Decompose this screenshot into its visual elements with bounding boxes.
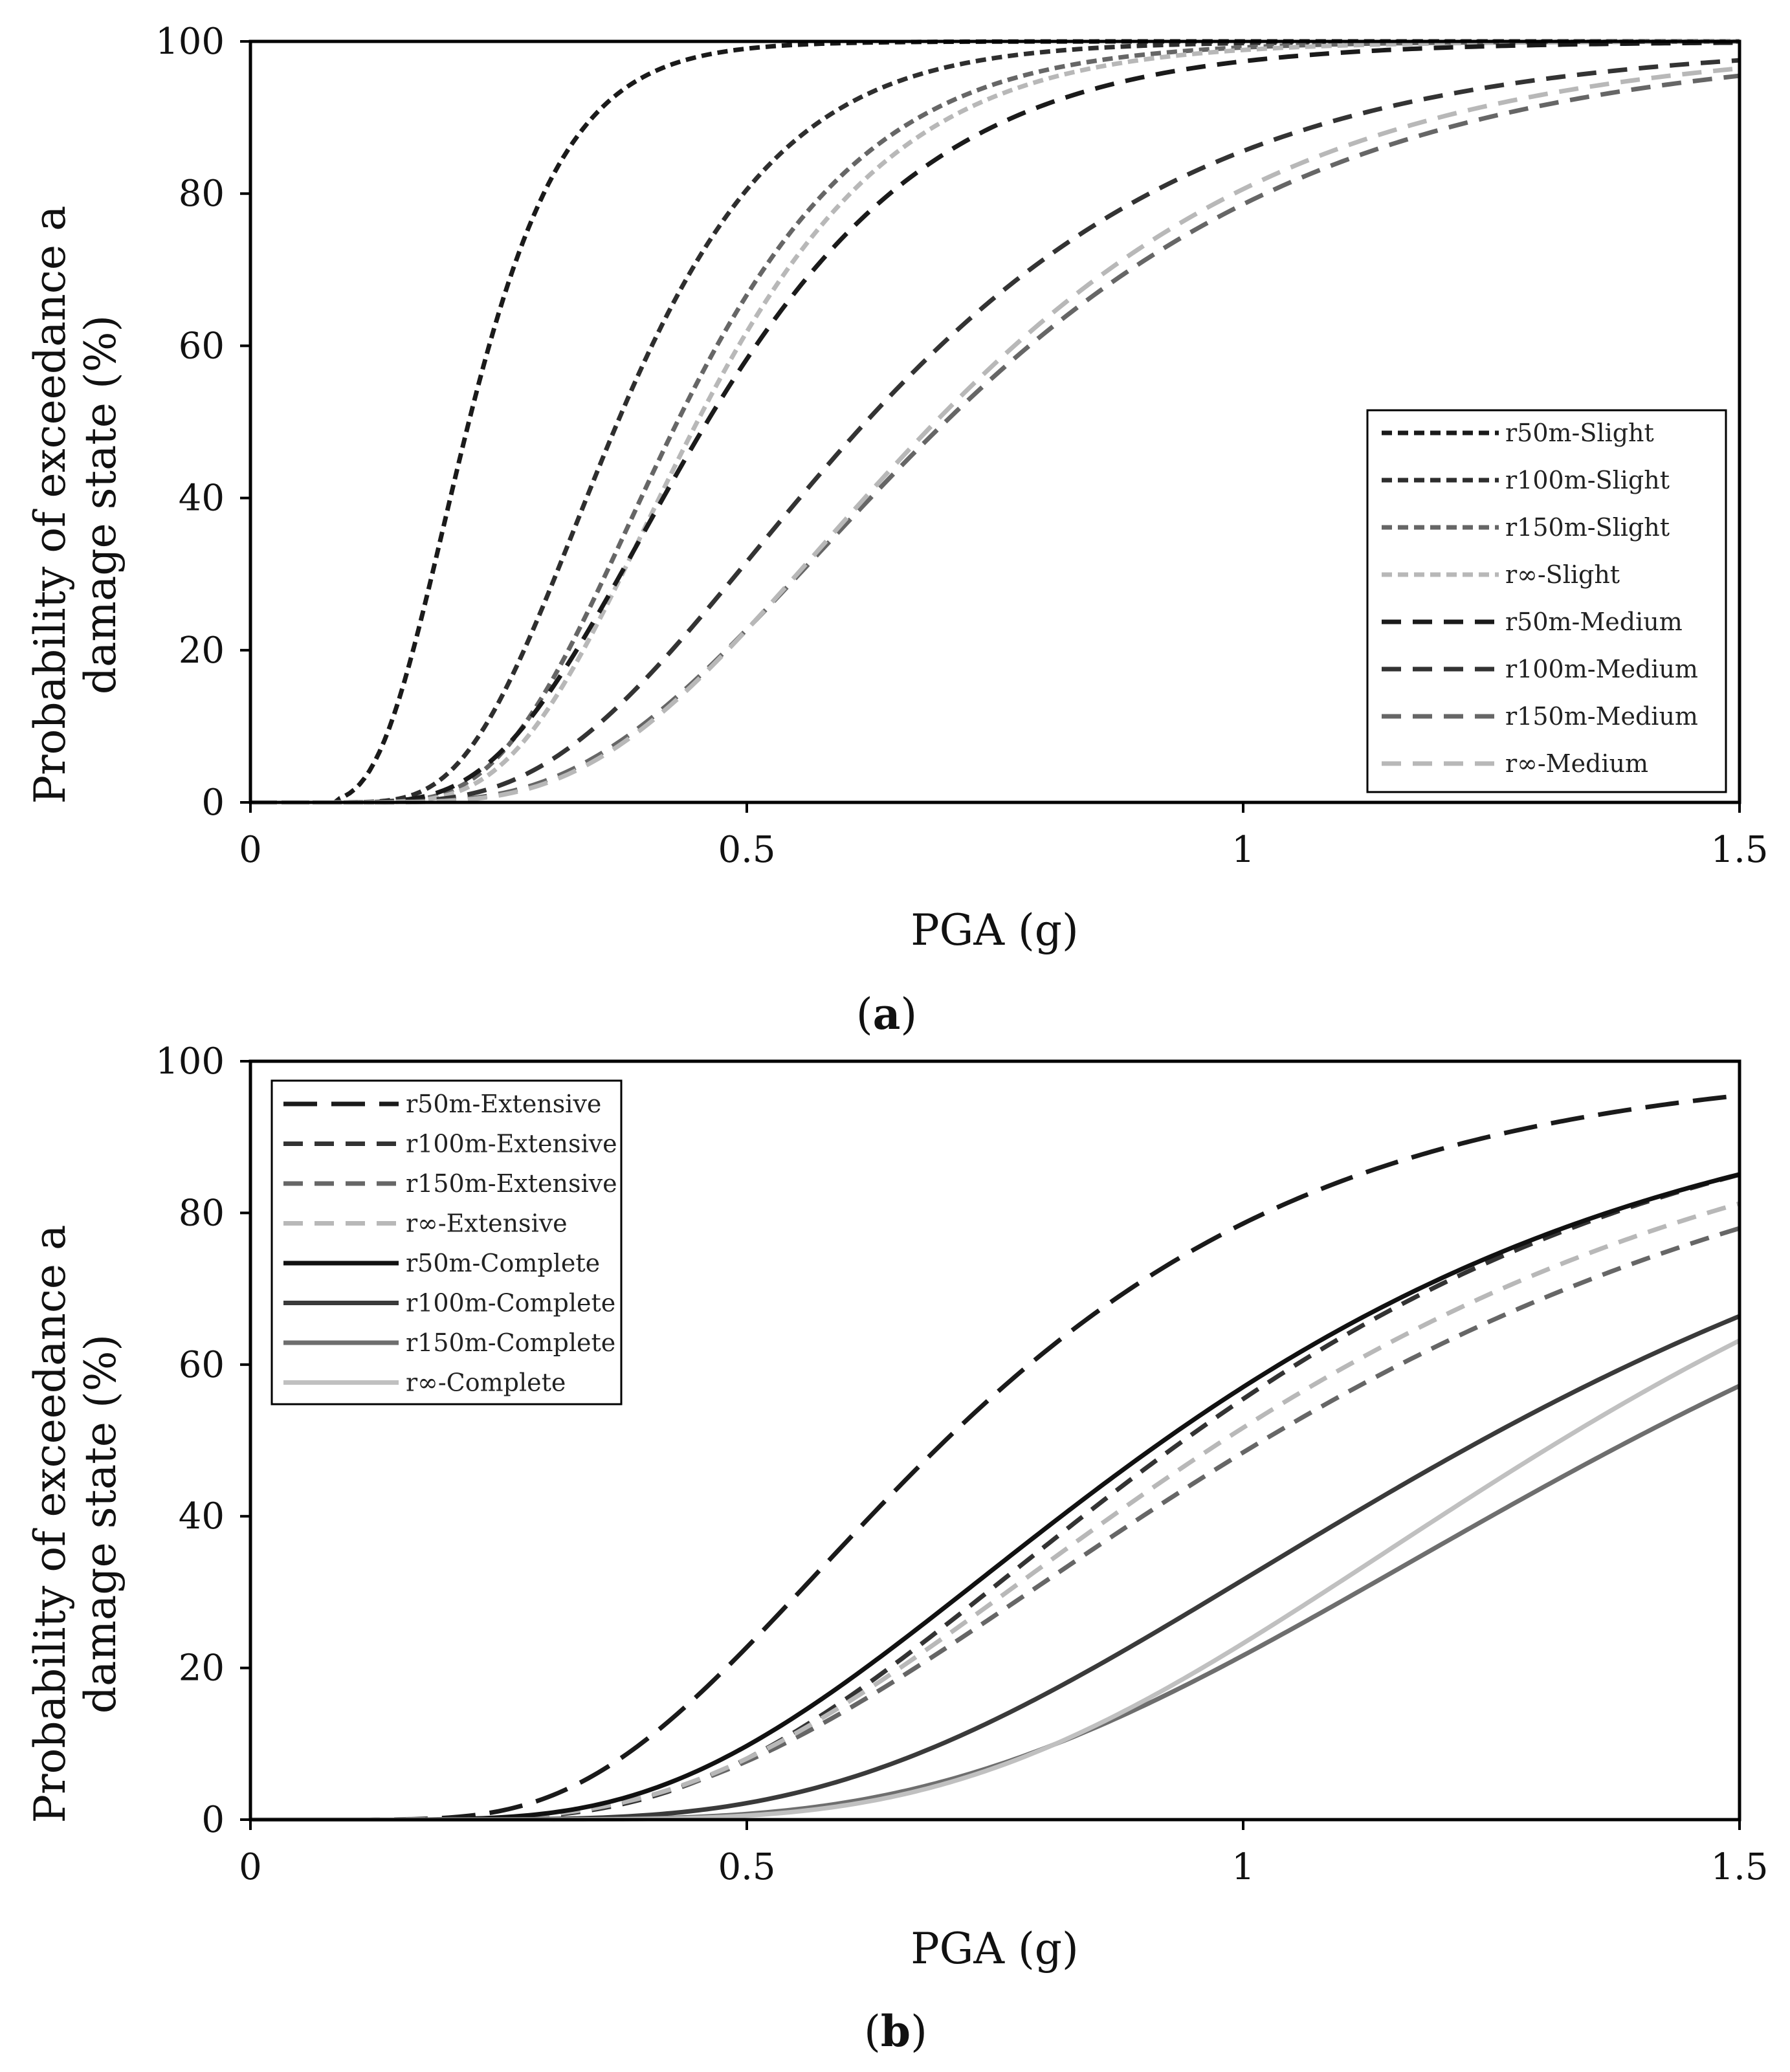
panel-a-legend: r50m-Slight r100m-Slight r150m-Slight r∞-Sl… — [1366, 409, 1727, 793]
panel-b-x-tick-label-0: 0 — [239, 1846, 262, 1888]
panel-a-plot-frame — [249, 39, 1741, 804]
panel-b-series-r∞-Extensive — [250, 1201, 1740, 1822]
panel-a-y-axis-title-line2: damage state (%) — [76, 315, 126, 694]
panel-a-series-r100m-Slight — [250, 39, 1740, 805]
panel-a-legend-label-r150m-Medium: r150m-Medium — [1505, 702, 1698, 731]
panel-b-label-letter: b — [881, 2006, 911, 2056]
panel-a-x-tick-label-0: 0 — [239, 829, 262, 871]
panel-a-x-ticks: 0 0.5 1 1.5 — [239, 802, 1769, 871]
panel-a-label-close: ) — [900, 989, 917, 1039]
panel-b-legend-label-r50m-Complete: r50m-Complete — [406, 1249, 600, 1277]
panel-b-series-r100m-Extensive — [250, 1172, 1740, 1822]
panel-a-legend-box — [1366, 409, 1727, 793]
panel-a-y-ticks: 0 20 40 60 80 100 — [155, 21, 250, 824]
panel-b-legend-box — [271, 1079, 623, 1405]
panel-a-y-tick-label-0: 0 — [201, 782, 225, 824]
panel-b-y-tick-label-40: 40 — [179, 1495, 225, 1537]
panel-a-label-letter: a — [873, 989, 901, 1039]
panel-a: 0 20 40 60 80 100 0 0.5 1 1.5 Probability of exc… — [25, 21, 1769, 1039]
panel-a-x-axis-title: PGA (g) — [911, 905, 1079, 955]
panel-b: 0 20 40 60 80 100 0 0.5 1 1.5 Probability of exc… — [25, 1041, 1769, 2056]
panel-b-legend-label-r∞-Complete: r∞-Complete — [406, 1369, 566, 1397]
panel-b-y-axis-title-line1: Probability of exceedance a — [25, 1225, 75, 1824]
panel-b-label-open: ( — [864, 2007, 881, 2056]
panel-a-series-r50m-Medium — [250, 40, 1740, 805]
panel-b-y-tick-label-100: 100 — [155, 1041, 225, 1083]
panel-a-label-open: ( — [856, 989, 873, 1039]
panel-a-x-tick-label-1.5: 1.5 — [1710, 829, 1768, 871]
panel-a-label: (a) — [856, 989, 917, 1039]
panel-a-legend-label-r100m-Slight: r100m-Slight — [1505, 466, 1670, 494]
panel-a-legend-label-r∞-Slight: r∞-Slight — [1505, 560, 1620, 589]
panel-b-y-tick-label-0: 0 — [201, 1799, 225, 1841]
panel-b-legend-label-r150m-Complete: r150m-Complete — [406, 1328, 615, 1357]
panel-a-y-tick-label-20: 20 — [179, 630, 225, 672]
panel-a-y-tick-label-80: 80 — [179, 173, 225, 215]
panel-a-legend-label-r100m-Medium: r100m-Medium — [1505, 655, 1698, 683]
panel-b-plot-frame — [249, 1059, 1741, 1822]
panel-b-legend-label-r100m-Complete: r100m-Complete — [406, 1289, 615, 1317]
panel-a-x-tick-label-0.5: 0.5 — [718, 829, 775, 871]
panel-a-legend-label-r50m-Slight: r50m-Slight — [1505, 419, 1654, 447]
panel-a-legend-label-r∞-Medium: r∞-Medium — [1505, 749, 1648, 778]
panel-b-label: (b) — [864, 2006, 927, 2056]
panel-b-y-tick-label-20: 20 — [179, 1648, 225, 1690]
panel-b-y-ticks: 0 20 40 60 80 100 — [155, 1041, 250, 1841]
panel-b-series-r50m-Extensive — [250, 1093, 1740, 1822]
panel-b-label-close: ) — [911, 2007, 927, 2056]
panel-b-legend-label-r100m-Extensive: r100m-Extensive — [406, 1130, 617, 1158]
panel-a-y-tick-label-60: 60 — [179, 325, 225, 367]
panel-b-legend-label-r50m-Extensive: r50m-Extensive — [406, 1090, 601, 1118]
panel-b-x-tick-label-1.5: 1.5 — [1710, 1846, 1768, 1888]
panel-b-legend-label-r150m-Extensive: r150m-Extensive — [406, 1169, 617, 1198]
panel-a-series-r∞-Medium — [250, 66, 1740, 805]
panel-a-legend-label-r50m-Medium: r50m-Medium — [1505, 608, 1683, 636]
panel-a-series-r100m-Medium — [250, 58, 1740, 805]
panel-a-y-tick-label-100: 100 — [155, 21, 225, 63]
panel-b-x-tick-label-1: 1 — [1232, 1846, 1255, 1888]
panel-b-legend: r50m-Extensive r100m-Extensive r150m-Exten… — [271, 1079, 623, 1405]
panel-b-y-tick-label-60: 60 — [179, 1344, 225, 1386]
panel-b-series-r150m-Extensive — [250, 1226, 1741, 1822]
panel-b-legend-label-r∞-Extensive: r∞-Extensive — [406, 1209, 568, 1238]
panel-b-y-axis-title-line2: damage state (%) — [76, 1334, 126, 1714]
panel-a-y-tick-label-40: 40 — [179, 478, 225, 520]
panel-b-x-axis-title: PGA (g) — [911, 1924, 1079, 1974]
panel-a-y-axis-title-line1: Probability of exceedance a — [25, 206, 75, 804]
panel-b-x-tick-label-0.5: 0.5 — [718, 1846, 775, 1888]
panel-a-x-tick-label-1: 1 — [1232, 829, 1255, 871]
panel-a-legend-label-r150m-Slight: r150m-Slight — [1505, 513, 1670, 542]
panel-b-x-ticks: 0 0.5 1 1.5 — [239, 1820, 1769, 1888]
panel-b-y-tick-label-80: 80 — [179, 1192, 225, 1234]
